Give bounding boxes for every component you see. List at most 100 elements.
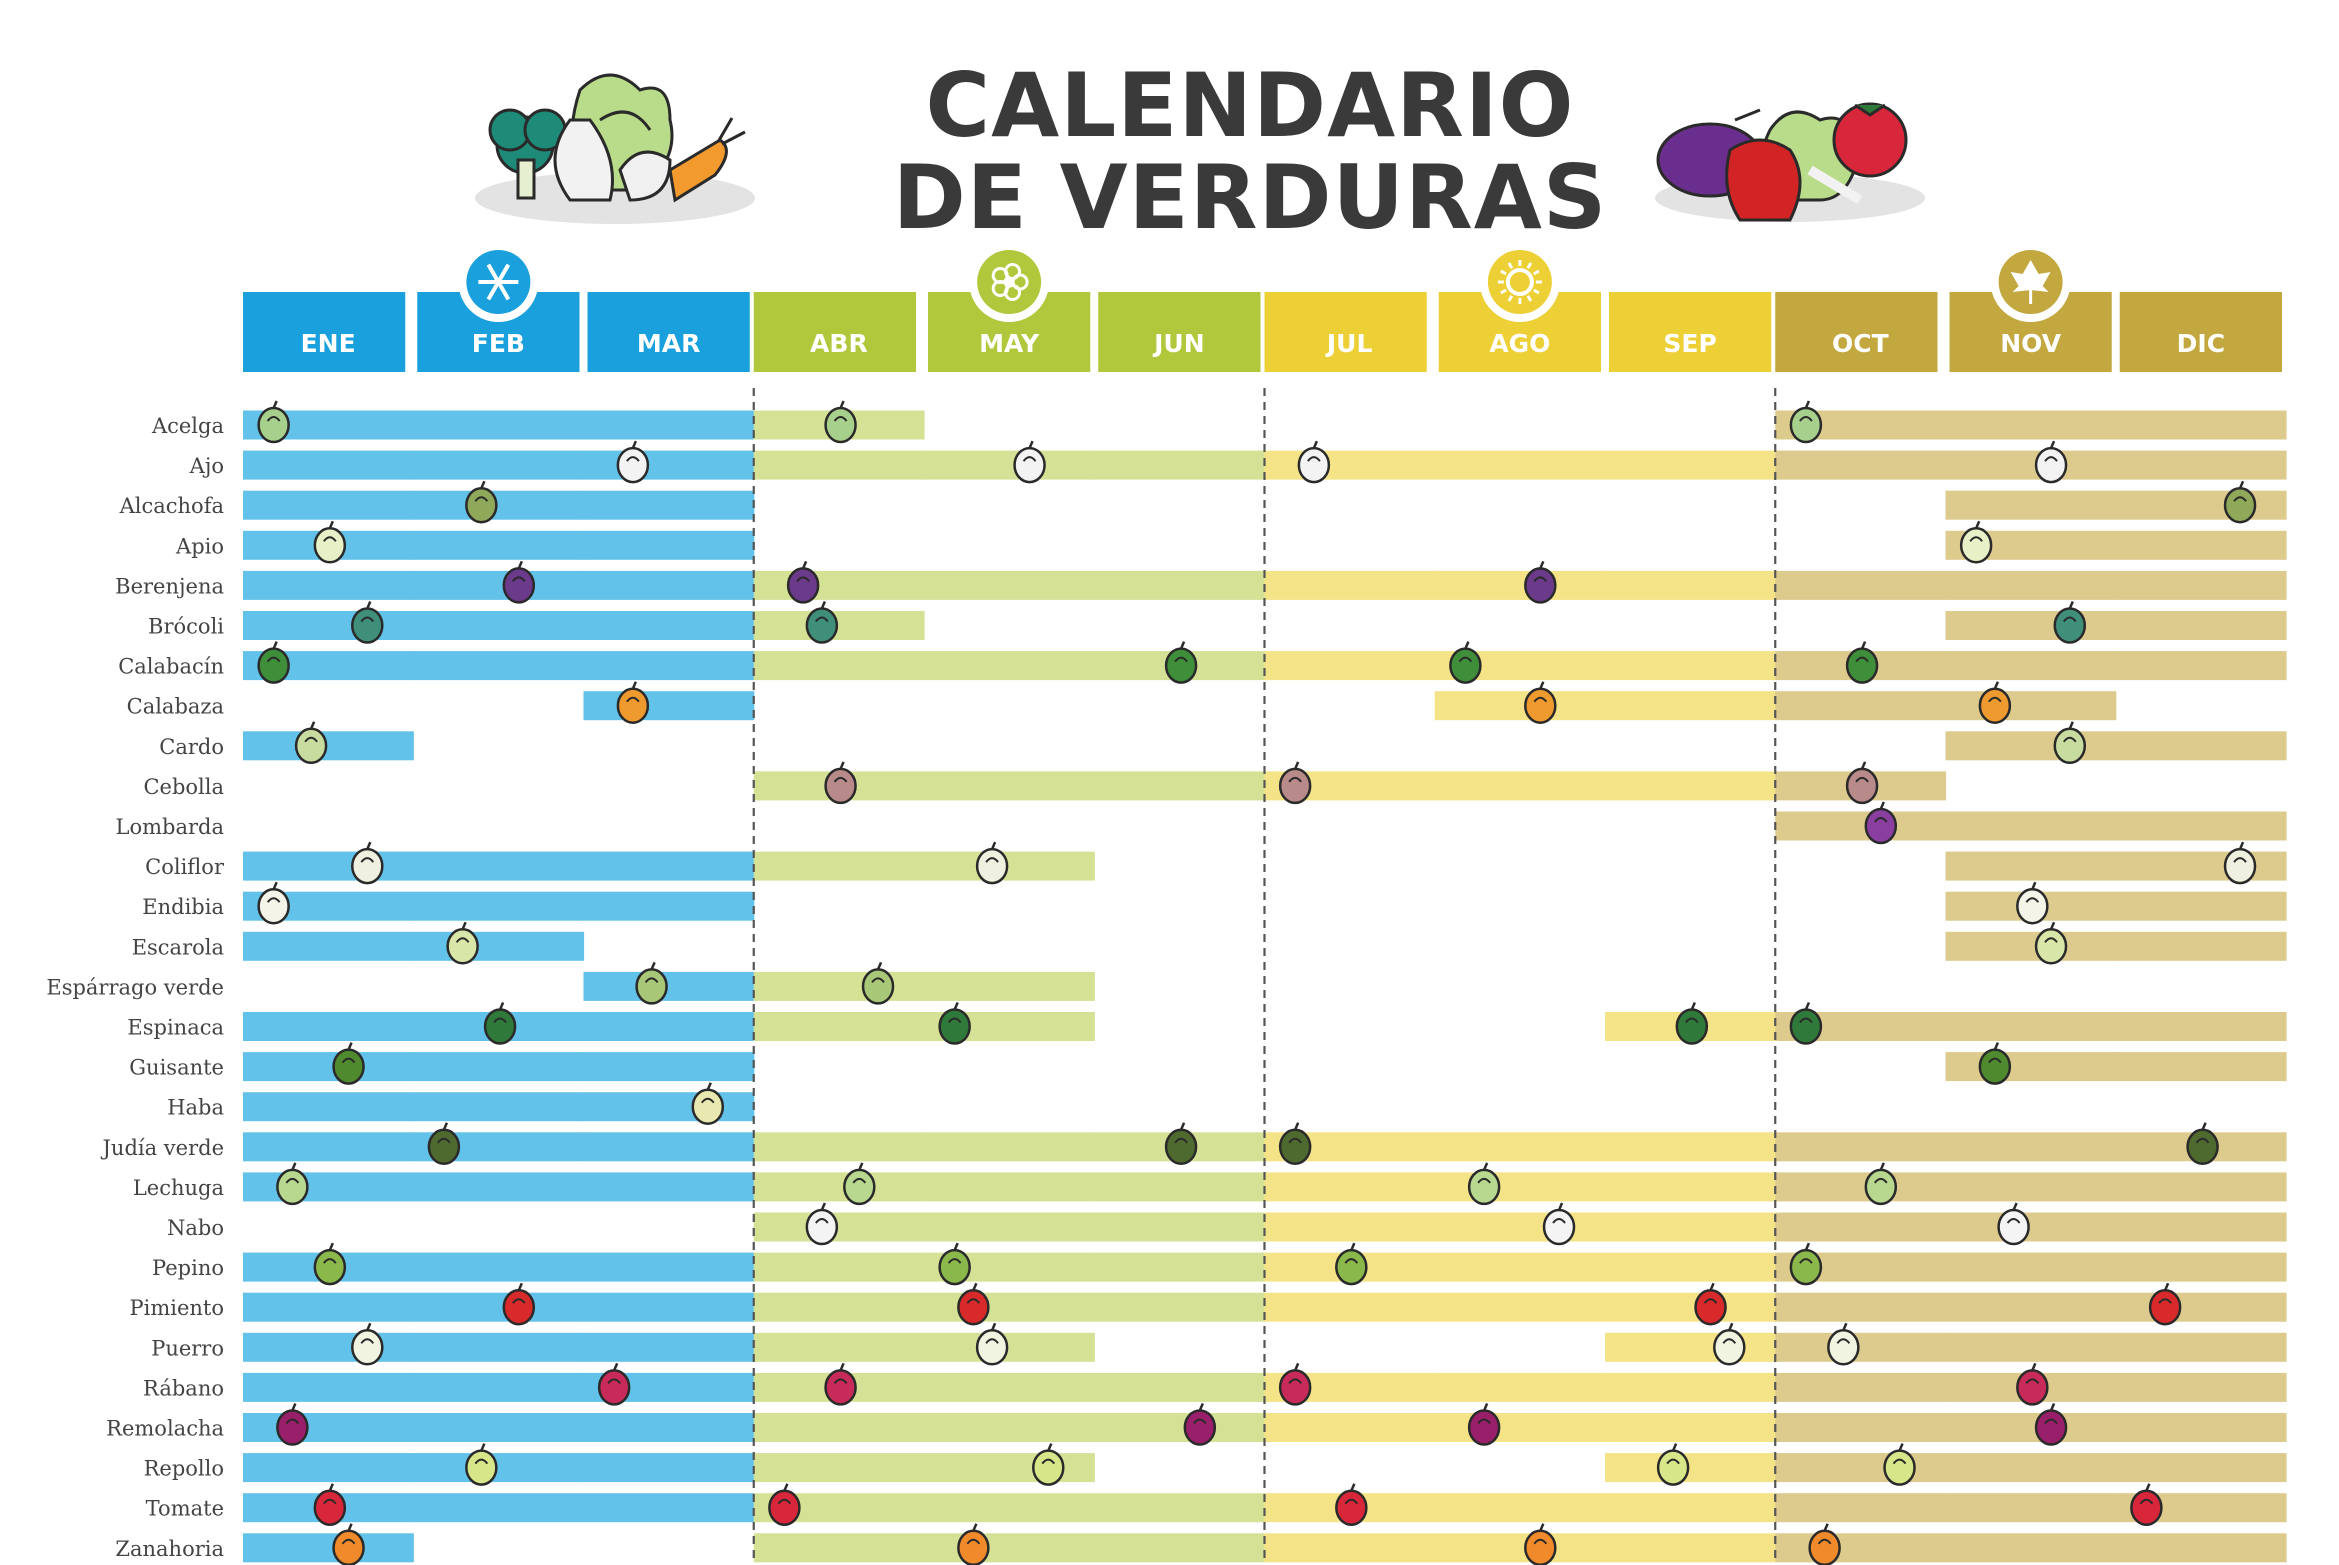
availability-bar <box>1605 1212 1776 1242</box>
month-label: JUN <box>1152 329 1205 358</box>
availability-bar <box>1605 1292 1776 1322</box>
availability-bar <box>583 410 755 440</box>
spinach-icon <box>938 1002 971 1045</box>
availability-bar <box>583 1052 755 1082</box>
asparagus-icon <box>861 961 895 1005</box>
availability-bar <box>1605 1493 1776 1523</box>
availability-bar <box>2115 811 2287 841</box>
availability-bar <box>243 490 414 520</box>
title-line-1: CALENDARIO <box>925 54 1575 157</box>
artichoke-icon <box>2223 480 2257 524</box>
vegetables-left-illustration <box>475 73 755 224</box>
availability-bar <box>1264 1533 1436 1563</box>
availability-bar <box>1945 811 2117 841</box>
availability-bar <box>2115 651 2287 681</box>
row-label: Zanahoria <box>115 1537 224 1561</box>
availability-bar <box>753 1332 925 1362</box>
availability-bar <box>753 450 925 480</box>
chard-icon <box>824 400 857 444</box>
availability-bar <box>924 1332 1095 1362</box>
availability-bar <box>1094 450 1266 480</box>
garlic-icon <box>2034 440 2068 484</box>
availability-bar <box>1945 1332 2117 1362</box>
availability-bar <box>753 611 925 640</box>
availability-bar <box>924 1212 1095 1242</box>
pea-icon <box>1978 1042 2012 1085</box>
row-label: Alcachofa <box>119 494 224 518</box>
row-label: Endibia <box>142 895 224 919</box>
availability-bar <box>1945 1533 2117 1563</box>
month-header-abr <box>753 292 916 372</box>
celery-icon <box>1959 520 1993 564</box>
availability-bar <box>243 731 414 761</box>
row-label: Berenjena <box>115 574 224 598</box>
availability-bar <box>583 1172 755 1202</box>
availability-bar <box>1945 1052 2117 1082</box>
month-header-ene <box>243 292 406 372</box>
cabbage-icon <box>1883 1443 1916 1486</box>
availability-bar <box>413 1052 585 1082</box>
availability-bar <box>1945 651 2117 681</box>
availability-bar <box>1094 1533 1266 1563</box>
availability-bar <box>1945 1252 2117 1282</box>
carrot-icon <box>1808 1523 1841 1565</box>
lettuce-icon <box>843 1162 876 1206</box>
availability-bar <box>1605 771 1776 801</box>
lettuce-icon <box>1864 1162 1898 1206</box>
availability-bar <box>1945 1292 2117 1322</box>
pepper-icon <box>1694 1282 1727 1326</box>
month-label: AGO <box>1489 329 1550 358</box>
pepper-icon <box>2148 1282 2182 1326</box>
availability-bar <box>413 450 585 480</box>
availability-bar <box>413 931 585 961</box>
radish-icon <box>824 1362 857 1406</box>
availability-bar <box>583 891 755 921</box>
sun-icon <box>1479 242 1560 322</box>
availability-bar <box>413 1413 585 1442</box>
month-label: NOV <box>2000 329 2062 358</box>
availability-bar <box>2115 450 2287 480</box>
availability-bar <box>1605 450 1776 480</box>
artichoke-icon <box>465 480 498 524</box>
availability-bar <box>1775 1533 1947 1563</box>
cucumber-icon <box>313 1242 347 1286</box>
availability-bar <box>243 1533 414 1563</box>
availability-bar <box>2115 1332 2287 1362</box>
availability-bar <box>2115 1413 2287 1442</box>
radish-icon <box>2016 1362 2049 1406</box>
availability-bar <box>1945 1212 2117 1242</box>
availability-bar <box>243 450 414 480</box>
availability-bar <box>1264 1212 1436 1242</box>
availability-bar <box>1264 1413 1436 1442</box>
beet-icon <box>1183 1403 1217 1446</box>
leek-icon <box>975 1322 1009 1366</box>
tomato-icon <box>1335 1483 1368 1526</box>
broccoli-icon <box>805 601 839 644</box>
red-cabbage-icon <box>1864 801 1898 845</box>
month-label: MAR <box>637 329 700 358</box>
availability-bar <box>1945 691 2117 721</box>
availability-bar <box>243 1052 414 1082</box>
availability-bar <box>2115 891 2287 921</box>
availability-bar <box>1605 1372 1776 1402</box>
availability-bar <box>1945 490 2117 520</box>
availability-bar <box>1434 1493 1606 1523</box>
availability-bar <box>924 1533 1095 1563</box>
endive-icon <box>2016 881 2049 925</box>
availability-bar <box>243 1172 414 1202</box>
availability-bar <box>1775 1212 1947 1242</box>
availability-bar <box>583 651 755 681</box>
availability-bar <box>753 851 925 881</box>
availability-bar <box>1094 1493 1266 1523</box>
availability-bar <box>1945 1493 2117 1523</box>
row-label: Ajo <box>189 454 224 478</box>
availability-bar <box>1434 1292 1606 1322</box>
availability-bar <box>1945 1132 2117 1162</box>
availability-bar <box>924 1292 1095 1322</box>
availability-bar <box>243 1012 414 1041</box>
garlic-icon <box>616 440 650 484</box>
availability-bar <box>1605 1332 1776 1362</box>
chard-icon <box>257 400 290 444</box>
availability-bar <box>1945 731 2117 761</box>
availability-bar <box>413 1092 585 1122</box>
